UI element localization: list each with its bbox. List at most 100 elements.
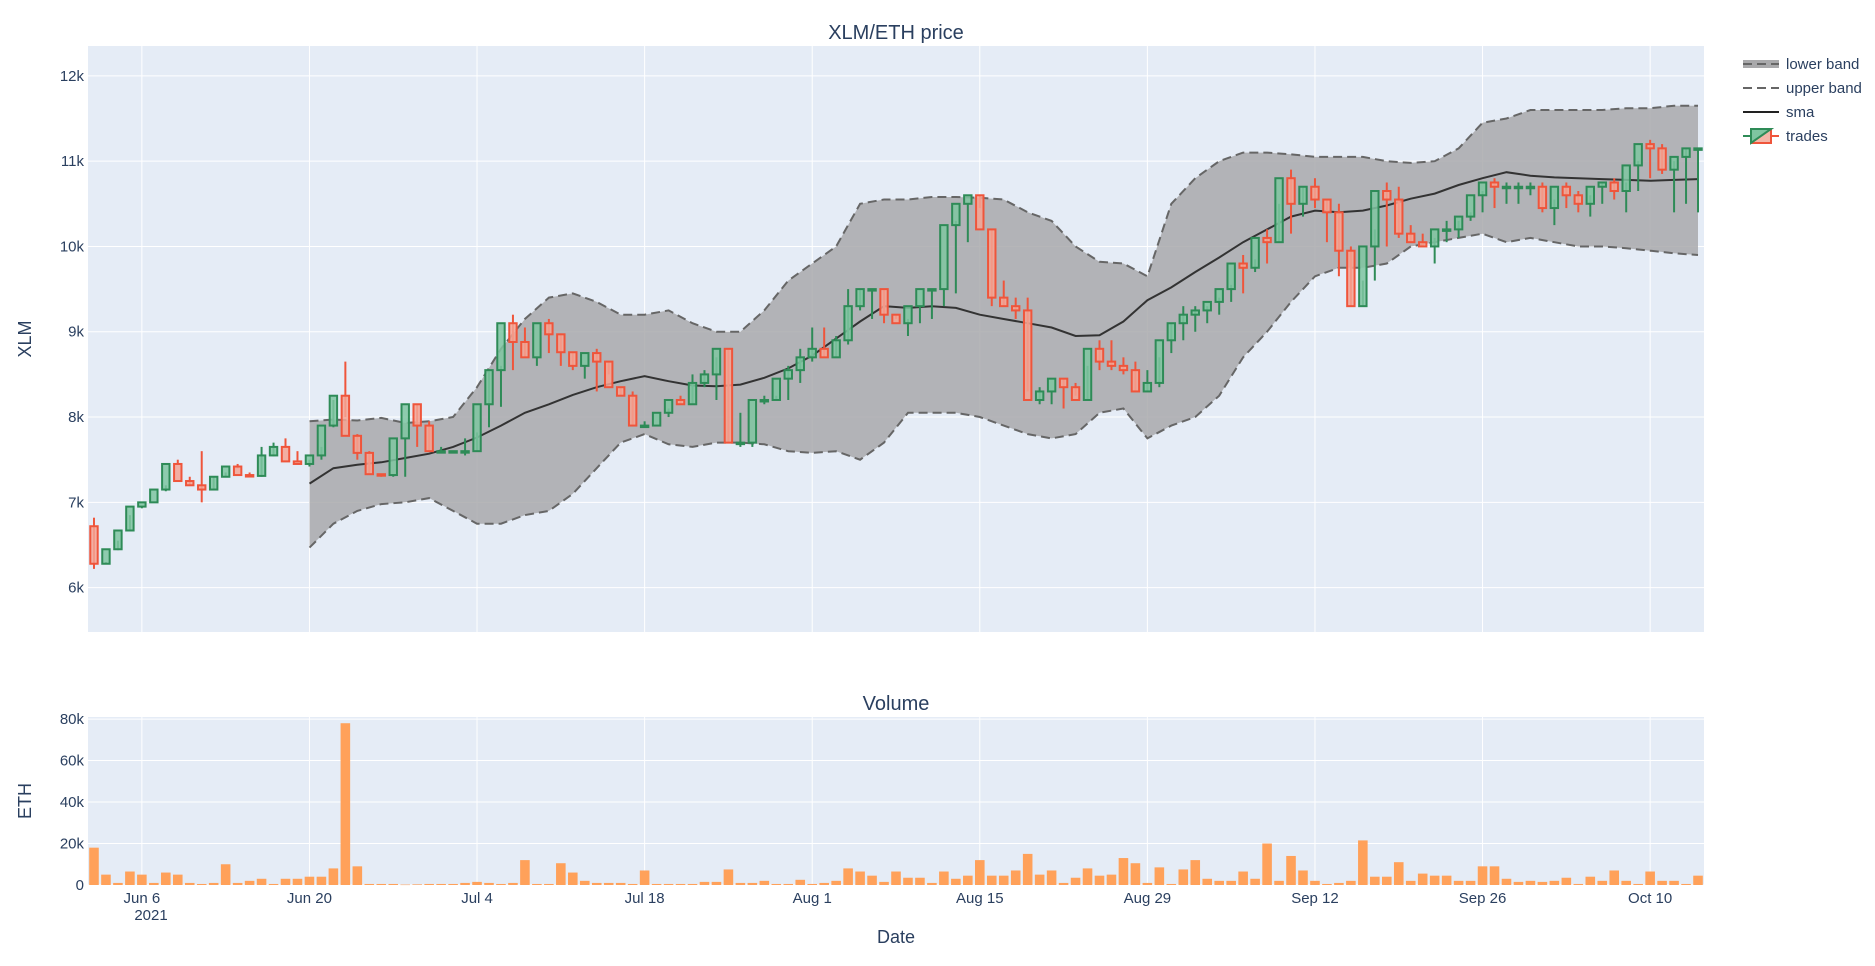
volume-bar (89, 847, 99, 885)
volume-bar (1322, 883, 1332, 885)
volume-bar (1190, 860, 1201, 885)
volume-bar (1489, 866, 1500, 885)
legend-item-lower-band[interactable]: lower band (1743, 56, 1859, 73)
legend-item-trades[interactable]: trades (1743, 128, 1828, 145)
volume-bar (448, 883, 458, 885)
candlestick (627, 391, 638, 427)
price-y-tick-label: 10k (60, 238, 85, 255)
candlestick (783, 365, 793, 400)
candlestick (460, 438, 470, 456)
volume-bar (113, 882, 123, 885)
candle-body (1621, 164, 1631, 193)
volume-bar (1513, 881, 1524, 885)
candle-body (412, 403, 422, 427)
candlestick (268, 442, 279, 457)
candle-body (1022, 309, 1033, 401)
candle-body (687, 381, 698, 406)
candlestick (185, 476, 195, 487)
candle-body (244, 474, 255, 478)
volume-bar (1657, 880, 1667, 885)
candlestick (1322, 198, 1332, 243)
candlestick (1094, 340, 1105, 371)
candlestick (1082, 347, 1093, 401)
candlestick (556, 333, 566, 366)
candlestick (915, 288, 925, 324)
candlestick (1669, 155, 1679, 213)
volume-bar (256, 878, 267, 885)
candle-body (1142, 381, 1153, 393)
volume-bar (184, 882, 195, 885)
volume-bar (747, 882, 758, 885)
volume-bar (927, 882, 937, 885)
volume-bar (651, 883, 662, 885)
volume-bar (1094, 875, 1105, 885)
candlestick (1489, 178, 1500, 209)
candle-body (1573, 194, 1584, 205)
candle-body (1310, 185, 1320, 201)
candlestick (232, 463, 243, 477)
candle-body (496, 322, 506, 372)
candlestick (508, 314, 518, 371)
candlestick (352, 434, 363, 460)
volume-bar (723, 869, 734, 885)
candle-body (304, 454, 315, 465)
candlestick (1310, 178, 1320, 209)
candle-body (1429, 228, 1440, 248)
candlestick (939, 224, 949, 307)
candle-body (292, 460, 303, 465)
candlestick (771, 377, 782, 401)
candlestick (1429, 228, 1440, 264)
candlestick (1597, 181, 1607, 204)
volume-y-tick-label: 0 (76, 877, 84, 894)
volume-y-tick-label: 20k (60, 836, 85, 853)
candlestick (568, 351, 578, 371)
volume-bar (819, 882, 829, 885)
volume-bar (161, 872, 171, 885)
candlestick (663, 398, 674, 418)
candle-body (951, 202, 961, 227)
candle-body (711, 347, 722, 376)
volume-bar (986, 875, 997, 885)
legend-item-sma[interactable]: sma (1743, 104, 1815, 121)
candle-body (627, 394, 638, 427)
candlestick (1370, 190, 1380, 281)
price-y-tick-label: 8k (68, 409, 84, 426)
candle-body (89, 525, 99, 565)
candlestick (1298, 185, 1308, 217)
volume-bar (1417, 873, 1428, 885)
legend-label-sma: sma (1786, 104, 1815, 121)
candle-body (173, 462, 183, 483)
candlestick (1346, 246, 1356, 308)
candle-body (699, 373, 710, 384)
volume-bar (615, 882, 626, 885)
candlestick (1166, 322, 1177, 354)
volume-bar (603, 882, 614, 885)
candle-body (1681, 147, 1691, 158)
volume-bar (280, 878, 291, 885)
volume-bar (1370, 876, 1380, 885)
candlestick (292, 451, 303, 465)
candlestick (544, 318, 554, 354)
volume-bar (1226, 880, 1236, 885)
candlestick (999, 280, 1009, 308)
candle-body (1417, 241, 1428, 248)
candle-body (879, 288, 889, 316)
x-tick-label: Aug 1 (793, 890, 832, 907)
candle-body (1154, 339, 1165, 384)
legend-item-upper-band[interactable]: upper band (1743, 80, 1862, 97)
volume-bar (1178, 869, 1189, 885)
candlestick (1621, 164, 1631, 213)
volume-bar (316, 876, 327, 885)
candle-body (197, 484, 207, 491)
candlestick (675, 395, 686, 406)
candlestick (412, 403, 422, 447)
candlestick (1046, 377, 1057, 405)
candle-body (340, 394, 351, 437)
candlestick (1477, 181, 1488, 213)
volume-bar (1118, 858, 1129, 885)
volume-bar (951, 878, 961, 885)
candlestick (1645, 139, 1655, 179)
candle-body (807, 347, 817, 359)
candlestick (1441, 220, 1452, 243)
candle-body (424, 424, 434, 453)
